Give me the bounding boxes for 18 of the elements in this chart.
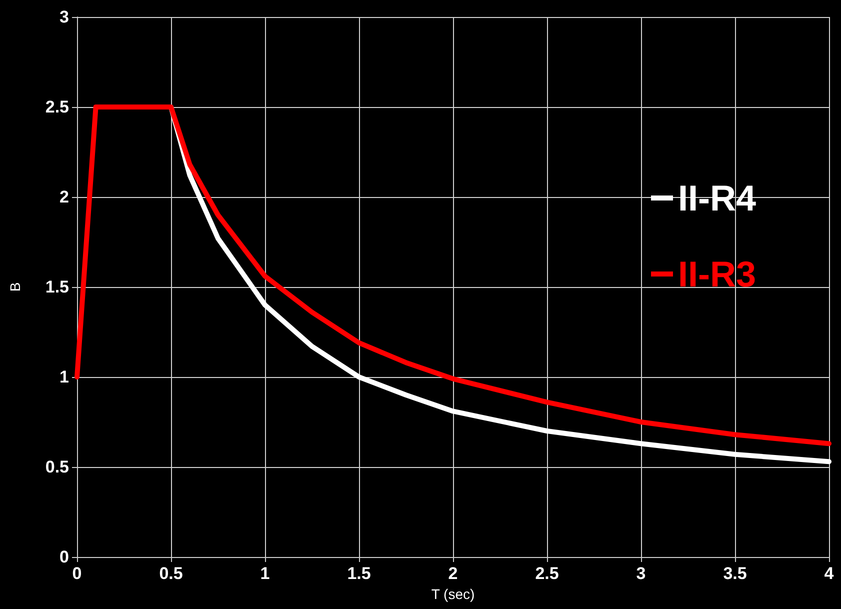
x-axis-title: T (sec) [431,586,475,602]
y-tick-label: 0.5 [45,458,69,476]
x-tick-label: 2 [448,564,458,583]
x-tick-label: 3.5 [723,564,747,583]
x-tick-label: 0 [72,564,82,583]
y-tick-label: 1.5 [45,278,69,296]
x-tick-label: 1.5 [347,564,371,583]
y-tick-label: 2 [60,188,69,206]
x-tick-label: 3 [636,564,646,583]
y-axis-title: B [7,282,23,292]
y-tick-label: 0 [60,548,69,566]
x-tick-label: 2.5 [535,564,559,583]
x-tick-label: 0.5 [159,564,183,583]
x-tick-label: 1 [260,564,270,583]
y-tick-label: 1 [60,368,69,386]
y-tick-label: 2.5 [45,98,69,116]
y-tick-label: 3 [60,8,69,26]
x-tick-label: 4 [824,564,834,583]
